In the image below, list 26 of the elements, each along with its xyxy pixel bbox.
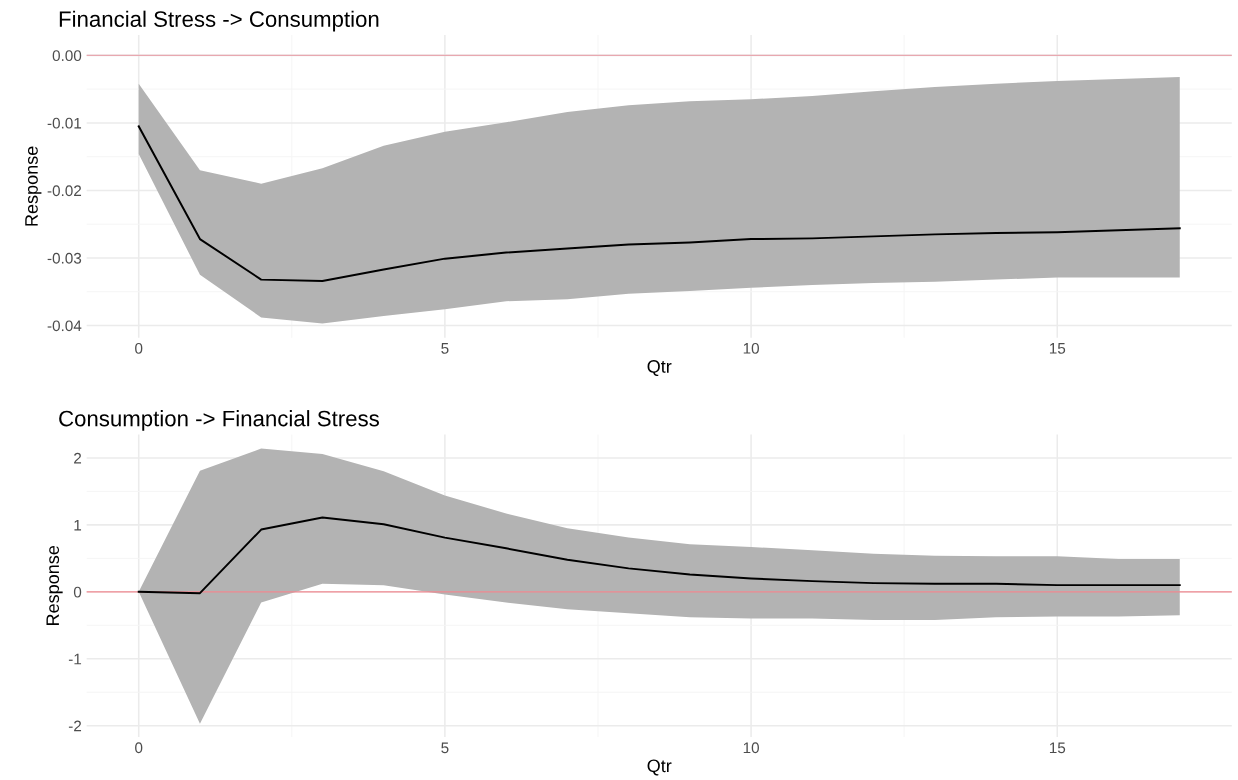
x-tick-label: 15	[1049, 742, 1066, 754]
x-tick-label: 10	[743, 742, 759, 754]
y-tick-label: 1	[74, 519, 82, 531]
x-axis-title: Qtr	[647, 759, 672, 776]
y-tick-label: 0	[73, 586, 82, 598]
y-tick-label: -0.01	[47, 117, 82, 129]
x-tick-label: 0	[135, 342, 143, 354]
y-tick-label: 0.00	[52, 50, 82, 62]
y-axis-title: Response	[46, 545, 63, 625]
line-series	[137, 516, 1181, 595]
x-axis-title: Qtr	[647, 360, 672, 377]
y-tick-label: -1	[68, 653, 82, 665]
chart-title: Consumption -> Financial Stress	[59, 410, 379, 431]
y-tick-label: -2	[68, 720, 82, 732]
x-tick-label: 5	[441, 742, 449, 754]
y-tick-label: -0.03	[47, 252, 82, 264]
y-tick-label: 2	[74, 452, 82, 464]
y-axis-title: Response	[25, 146, 42, 226]
x-tick-label: 5	[441, 343, 449, 354]
y-tick-label: -0.04	[47, 320, 82, 332]
x-tick-label: 15	[1049, 343, 1066, 354]
x-tick-label: 10	[743, 342, 759, 354]
y-tick-label: -0.02	[47, 185, 82, 197]
line-series	[137, 125, 1181, 282]
x-tick-label: 0	[135, 742, 143, 754]
chart-title: Financial Stress -> Consumption	[59, 10, 379, 32]
